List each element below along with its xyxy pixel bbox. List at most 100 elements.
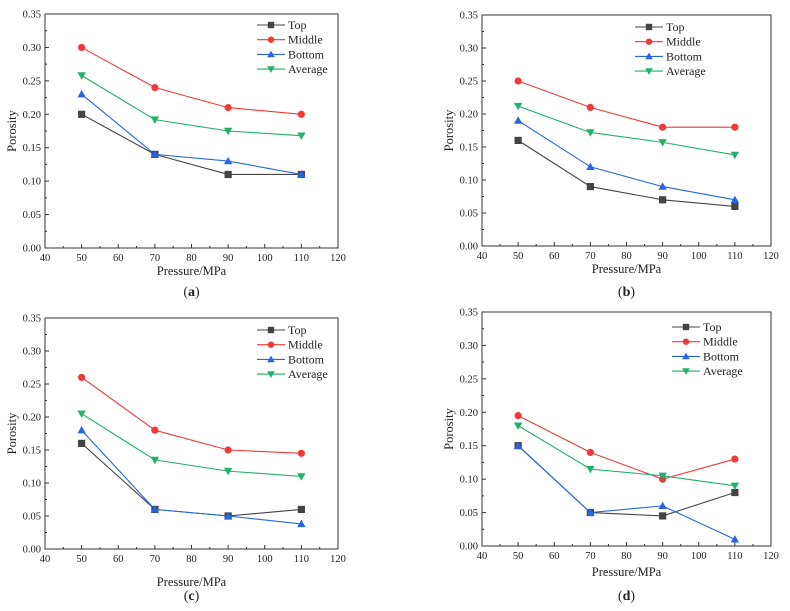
y-tick-label: 0.05 (460, 209, 478, 220)
x-tick-label: 40 (40, 554, 51, 565)
panel-label-open: ( (618, 285, 623, 300)
marker-triangle-up (223, 156, 233, 165)
panel-label-open: ( (184, 589, 189, 604)
y-tick-label: 0.35 (460, 308, 478, 319)
legend-label: Average (288, 62, 328, 76)
y-tick-label: 0.25 (460, 77, 478, 88)
legend-entry-average: Average (257, 367, 328, 381)
legend-entry-middle: Middle (635, 35, 701, 49)
x-tick-label: 90 (657, 251, 668, 262)
y-tick-label: 0.20 (23, 110, 41, 121)
marker-triangle-down (645, 68, 653, 75)
marker-triangle-up (267, 355, 275, 363)
y-tick-label: 0.00 (23, 545, 41, 556)
marker-circle (224, 104, 232, 112)
x-tick-label: 110 (727, 251, 742, 262)
series-line (517, 120, 735, 201)
panel-label: (d) (618, 589, 635, 604)
series-bottom (77, 90, 306, 178)
marker-triangle-up (297, 519, 306, 528)
panel-label-open: ( (618, 589, 623, 604)
marker-triangle-down (682, 368, 690, 375)
y-tick-label: 0.25 (23, 380, 41, 391)
legend-entry-top: Top (672, 320, 722, 334)
y-tick-label: 0.20 (23, 413, 41, 424)
x-tick-label: 40 (40, 253, 51, 264)
y-tick-label: 0.20 (460, 110, 478, 121)
x-tick-label: 110 (294, 253, 309, 264)
marker-triangle-up (223, 511, 233, 520)
legend-entry-bottom: Bottom (257, 352, 325, 366)
legend-entry-middle: Middle (672, 335, 738, 349)
y-tick-label: 0.25 (460, 374, 478, 385)
y-tick-label: 0.00 (460, 242, 478, 253)
series-middle (514, 412, 739, 483)
x-tick-label: 40 (477, 251, 488, 262)
marker-circle (151, 83, 159, 92)
legend-label: Average (666, 64, 706, 78)
legend-label: Bottom (288, 47, 325, 61)
y-tick-label: 0.10 (23, 479, 41, 490)
y-tick-label: 0.35 (460, 11, 478, 22)
x-tick-label: 70 (150, 554, 161, 565)
legend-entry-middle: Middle (257, 338, 323, 352)
marker-triangle-up (150, 150, 160, 158)
marker-triangle-down (586, 465, 595, 474)
panel-label-close: ) (630, 589, 635, 604)
marker-circle (78, 373, 86, 381)
legend-entry-bottom: Bottom (257, 47, 325, 61)
x-tick-label: 40 (477, 551, 488, 562)
marker-circle (151, 426, 159, 434)
y-tick-label: 0.05 (23, 512, 41, 523)
marker-circle (297, 449, 305, 457)
marker-triangle-down (223, 467, 233, 476)
marker-triangle-up (77, 426, 86, 434)
series-average (77, 410, 306, 481)
marker-triangle-down (77, 72, 86, 80)
x-tick-label: 100 (257, 554, 273, 565)
marker-triangle-up (730, 535, 740, 543)
marker-triangle-up (658, 182, 667, 190)
series-line (81, 442, 302, 517)
marker-triangle-down (658, 472, 667, 480)
legend-entry-top: Top (257, 18, 307, 32)
x-tick-label: 80 (186, 253, 197, 264)
chart-panel-b: 40 50 60 70 80 90 100 110 120 0.00 0.05 0.10 0.15 0.2… (442, 11, 779, 301)
series-line (517, 425, 735, 487)
legend-entry-top: Top (257, 323, 307, 337)
chart-panel-c: 40 50 60 70 80 90 100 110 120 0.00 0.05 0.10 0.15 0.2… (5, 314, 346, 605)
y-axis-label: Porosity (442, 109, 456, 151)
series-top (78, 110, 305, 179)
x-tick-label: 70 (150, 253, 161, 264)
series-average (77, 72, 306, 140)
series-line (81, 113, 302, 176)
marker-circle (514, 412, 522, 420)
x-tick-label: 90 (223, 554, 234, 565)
y-axis-label: Porosity (442, 407, 456, 449)
y-axis-label: Porosity (5, 412, 19, 454)
marker-triangle-up (513, 116, 523, 124)
series-line (81, 75, 302, 137)
marker-triangle-down (513, 102, 523, 111)
legend-label: Top (288, 18, 307, 32)
marker-triangle-down (223, 127, 233, 136)
marker-circle (645, 38, 653, 45)
marker-square (78, 439, 86, 447)
marker-triangle-down (150, 456, 160, 465)
series-middle (78, 43, 305, 118)
x-tick-label: 90 (223, 253, 234, 264)
x-tick-label: 90 (657, 551, 668, 562)
x-tick-label: 80 (621, 251, 632, 262)
marker-triangle-down (267, 371, 275, 378)
y-tick-label: 0.35 (23, 10, 41, 21)
series-line (81, 46, 302, 115)
y-tick-label: 0.10 (460, 475, 478, 486)
y-tick-label: 0.25 (23, 76, 41, 87)
marker-triangle-up (682, 352, 690, 360)
series-line (517, 80, 735, 128)
series-line (517, 415, 736, 480)
marker-triangle-up (645, 52, 653, 60)
panel-label-close: ) (630, 285, 635, 300)
plot-frame (481, 14, 772, 247)
